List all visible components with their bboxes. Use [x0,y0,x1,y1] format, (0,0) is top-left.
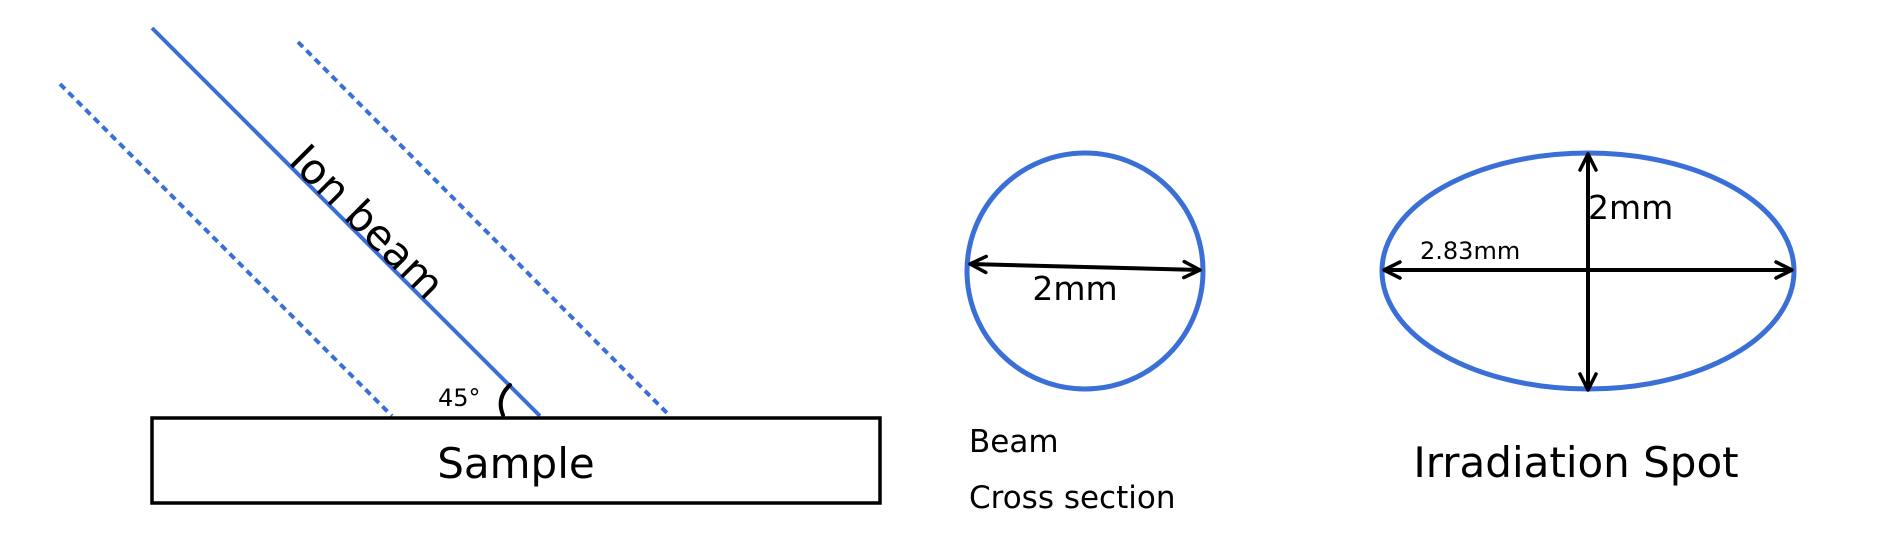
sample-label: Sample [437,439,594,488]
irradiation-spot-label: Irradiation Spot [1413,438,1738,487]
irradiation-spot-panel: 2.83mm 2mm Irradiation Spot [1379,150,1797,487]
beam-centerline [150,26,542,418]
diameter-arrow [968,254,1202,280]
angle-label: 45° [438,384,481,412]
beam-edge-left-dashed [58,82,394,418]
beam-caption-line1: Beam [969,424,1059,460]
beam-cross-section-circle [964,150,1206,392]
circle-diameter-label: 2mm [1032,269,1117,308]
ion-beam-label: Ion beam [280,135,454,309]
spot-minor-label: 2mm [1588,188,1673,227]
beam-incidence-panel: Ion beam 45° Sample [58,26,882,505]
beam-cross-section-panel: 2mm Beam Cross section [964,150,1206,516]
sample-block [150,416,882,505]
spot-major-label: 2.83mm [1420,237,1520,265]
beam-caption-line2: Cross section [969,480,1175,516]
angle-arc [498,383,512,417]
beam-edge-right-dashed [296,40,672,418]
